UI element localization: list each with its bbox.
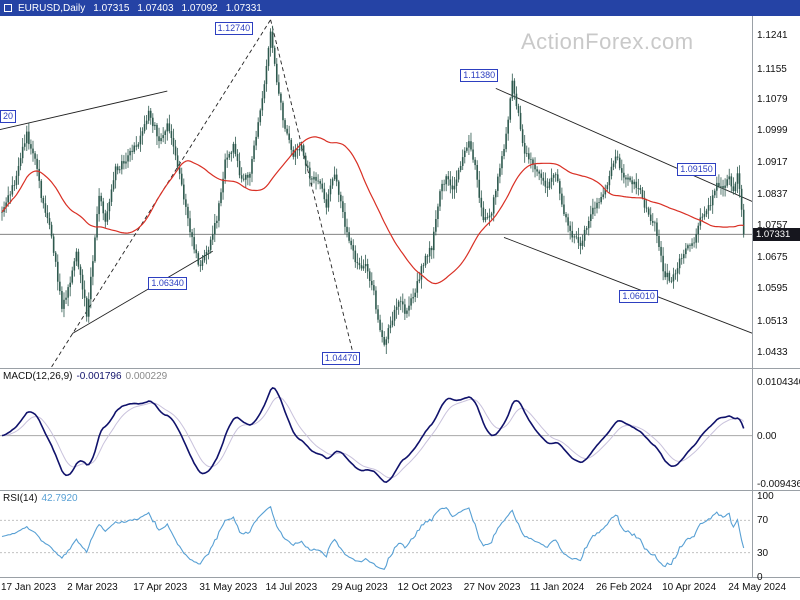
date-tick-label: 14 Jul 2023 xyxy=(265,582,318,593)
price-label-box: 1.06010 xyxy=(619,290,658,304)
price-tick-label: 1.0433 xyxy=(757,347,788,358)
macd-label: MACD(12,26,9) xyxy=(3,371,73,382)
price-tick-label: 1.0917 xyxy=(757,157,788,169)
price-label-box: 1.09150 xyxy=(677,162,716,176)
macd-svg[interactable] xyxy=(0,369,752,491)
price-label-box: 1.11380 xyxy=(460,69,499,83)
rsi-tick-label: 30 xyxy=(757,547,769,559)
date-tick-label: 31 May 2023 xyxy=(199,582,258,593)
price-tick-label: 1.0675 xyxy=(757,252,788,264)
price-tick-label: 1.1241 xyxy=(757,30,788,41)
date-tick-label: 26 Feb 2024 xyxy=(596,582,653,593)
macd-tick-label: 0.00 xyxy=(757,430,777,442)
price-label-box: 1.04470 xyxy=(321,351,361,365)
moving-average-line xyxy=(1,136,744,285)
chart-icon xyxy=(4,4,12,12)
rsi-label: RSI(14) xyxy=(3,493,38,504)
date-tick-label: 17 Apr 2023 xyxy=(133,582,188,593)
date-tick-label: 12 Oct 2023 xyxy=(397,582,453,593)
price-tick-label: 1.0513 xyxy=(757,315,788,327)
rsi-title: RSI(14) 42.7920 xyxy=(3,493,82,504)
macd-signal-line xyxy=(1,396,745,479)
rsi-svg[interactable] xyxy=(0,491,752,578)
date-tick-label: 2 Mar 2023 xyxy=(67,582,118,593)
titlebar-low: 1.07092 xyxy=(181,2,218,14)
price-label-box: 1.12740 xyxy=(214,22,254,36)
price-label-box: 1.06340 xyxy=(148,277,187,291)
current-price-tag: 1.07331 xyxy=(753,228,800,242)
rsi-panel[interactable]: RSI(14) 42.7920 100 70 30 0 xyxy=(0,490,800,583)
price-tick-label: 1.0837 xyxy=(757,188,788,200)
date-tick-label: 11 Jan 2024 xyxy=(529,582,585,593)
trendline xyxy=(71,250,213,334)
titlebar-symbol: EURUSD,Daily xyxy=(18,2,86,14)
axis-separator xyxy=(752,16,753,577)
macd-title: MACD(12,26,9) -0.001796 0.000229 xyxy=(3,371,171,382)
macd-tick-label: 0.0104340 xyxy=(757,377,800,388)
price-tick-label: 1.0595 xyxy=(757,283,788,295)
price-tick-label: 1.1079 xyxy=(757,93,788,105)
date-tick-label: 24 May 2024 xyxy=(728,582,787,593)
date-tick-label: 29 Aug 2023 xyxy=(331,582,388,593)
rsi-tick-label: 0 xyxy=(757,572,763,583)
main-chart-panel[interactable]: ActionForex.com 1.07331 1.1241 1.1155 1.10… xyxy=(0,16,800,368)
rsi-tick-label: 70 xyxy=(757,515,769,527)
macd-value-signal: 0.000229 xyxy=(125,371,168,382)
rsi-tick-label: 100 xyxy=(757,491,774,502)
watermark: ActionForex.com xyxy=(521,29,694,54)
macd-panel[interactable]: MACD(12,26,9) -0.001796 0.000229 0.0104340… xyxy=(0,368,800,490)
trendline xyxy=(495,87,752,202)
titlebar-high: 1.07403 xyxy=(137,2,174,14)
trendline xyxy=(503,236,752,334)
titlebar-close: 1.07331 xyxy=(225,2,262,14)
rsi-value: 42.7920 xyxy=(41,493,78,504)
trendline xyxy=(0,90,168,131)
price-label-box: 20 xyxy=(0,110,17,124)
date-tick-label: 10 Apr 2024 xyxy=(662,582,717,593)
main-chart-svg[interactable] xyxy=(0,16,752,368)
macd-main-line xyxy=(1,386,745,484)
rsi-line xyxy=(1,505,745,570)
titlebar-open: 1.07315 xyxy=(93,2,130,14)
titlebar[interactable]: EURUSD,Daily 1.07315 1.07403 1.07092 1.0… xyxy=(0,0,800,16)
date-tick-label: 17 Jan 2023 xyxy=(1,582,57,593)
date-tick-label: 27 Nov 2023 xyxy=(463,582,521,593)
price-tick-label: 1.0757 xyxy=(757,219,788,231)
macd-tick-label: -0.009436 xyxy=(757,479,800,490)
price-tick-label: 1.0999 xyxy=(757,124,788,136)
date-axis[interactable]: 17 Jan 2023 2 Mar 2023 17 Apr 2023 31 May 2… xyxy=(0,577,800,600)
price-tick-label: 1.1155 xyxy=(757,63,787,75)
macd-value-main: -0.001796 xyxy=(76,371,122,382)
dashed-trendline xyxy=(270,19,354,355)
